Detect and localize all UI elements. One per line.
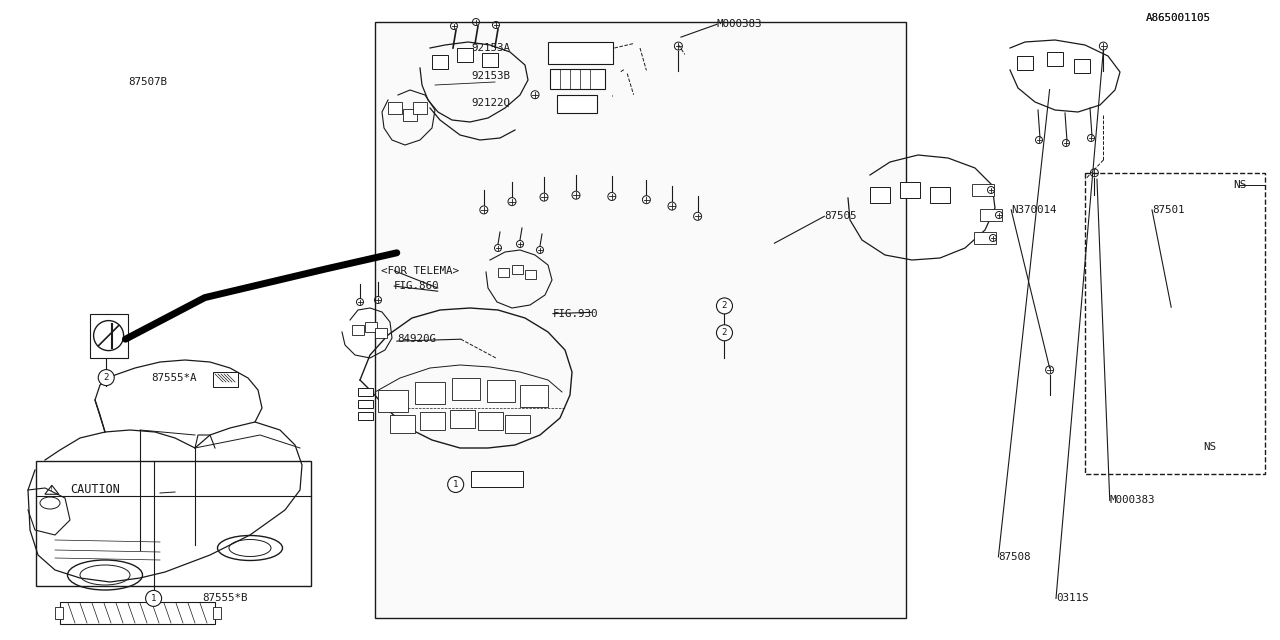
Bar (358, 388, 372, 396)
Text: 2: 2 (104, 373, 109, 382)
Text: 87555*A: 87555*A (151, 372, 197, 383)
Bar (452, 378, 480, 400)
Bar (420, 412, 445, 430)
Text: CAUTION: CAUTION (70, 483, 120, 496)
Bar (974, 232, 996, 244)
Bar (1074, 59, 1091, 73)
Bar (388, 102, 402, 114)
Bar (870, 187, 890, 203)
Bar (403, 109, 417, 121)
Bar (457, 48, 474, 62)
Bar (557, 95, 596, 113)
Bar (486, 380, 515, 402)
Bar (548, 42, 613, 63)
Bar (415, 382, 445, 404)
Bar (520, 385, 548, 407)
Text: 84920G: 84920G (397, 334, 435, 344)
Bar (36, 461, 311, 586)
Bar (378, 390, 408, 412)
Circle shape (717, 298, 732, 314)
Text: 92153B: 92153B (471, 70, 509, 81)
Text: FIG.860: FIG.860 (394, 281, 440, 291)
Circle shape (99, 369, 114, 385)
Text: NS: NS (1233, 180, 1247, 190)
Circle shape (717, 325, 732, 340)
Bar (1018, 56, 1033, 70)
Text: FIG.930: FIG.930 (553, 308, 599, 319)
Bar (365, 322, 378, 332)
Text: 92122Q: 92122Q (471, 97, 509, 108)
Bar (433, 55, 448, 69)
Text: !: ! (50, 486, 54, 492)
Circle shape (146, 591, 161, 607)
Text: A865001105: A865001105 (1146, 13, 1211, 23)
Text: 87507B: 87507B (128, 77, 166, 87)
Bar (358, 400, 372, 408)
Bar (375, 22, 906, 618)
Bar (483, 53, 498, 67)
Bar (471, 471, 524, 487)
Bar (931, 187, 950, 203)
Bar (900, 182, 920, 198)
Text: 87501: 87501 (1152, 205, 1184, 215)
Bar (498, 268, 509, 277)
Text: 87508: 87508 (998, 552, 1030, 562)
Text: 92153A: 92153A (471, 43, 509, 53)
Bar (60, 602, 215, 624)
Bar (1085, 173, 1265, 474)
Text: 1: 1 (453, 480, 458, 489)
Bar (506, 415, 530, 433)
Text: 2: 2 (722, 328, 727, 337)
Text: 2: 2 (722, 301, 727, 310)
Text: M000383: M000383 (1110, 495, 1156, 506)
Bar (972, 184, 995, 196)
Text: A865001105: A865001105 (1146, 13, 1211, 23)
Text: NS: NS (1203, 442, 1216, 452)
Bar (352, 325, 364, 335)
Bar (477, 412, 503, 430)
Circle shape (448, 476, 463, 493)
Bar (55, 607, 63, 619)
Text: 87555*B: 87555*B (202, 593, 248, 604)
Bar (212, 372, 238, 387)
Bar (212, 607, 221, 619)
Bar (512, 265, 524, 274)
Bar (1047, 52, 1062, 66)
Bar (375, 328, 387, 338)
Bar (390, 415, 415, 433)
Text: 1: 1 (151, 594, 156, 603)
Text: <FOR TELEMA>: <FOR TELEMA> (381, 266, 460, 276)
Bar (413, 102, 428, 114)
Text: M000383: M000383 (717, 19, 763, 29)
Bar (525, 270, 536, 279)
Bar (90, 314, 128, 358)
Text: N370014: N370014 (1011, 205, 1057, 215)
Text: 87505: 87505 (824, 211, 856, 221)
Bar (550, 69, 605, 89)
Bar (980, 209, 1002, 221)
Bar (451, 410, 475, 428)
Text: 0311S: 0311S (1056, 593, 1088, 604)
Bar (358, 412, 372, 420)
